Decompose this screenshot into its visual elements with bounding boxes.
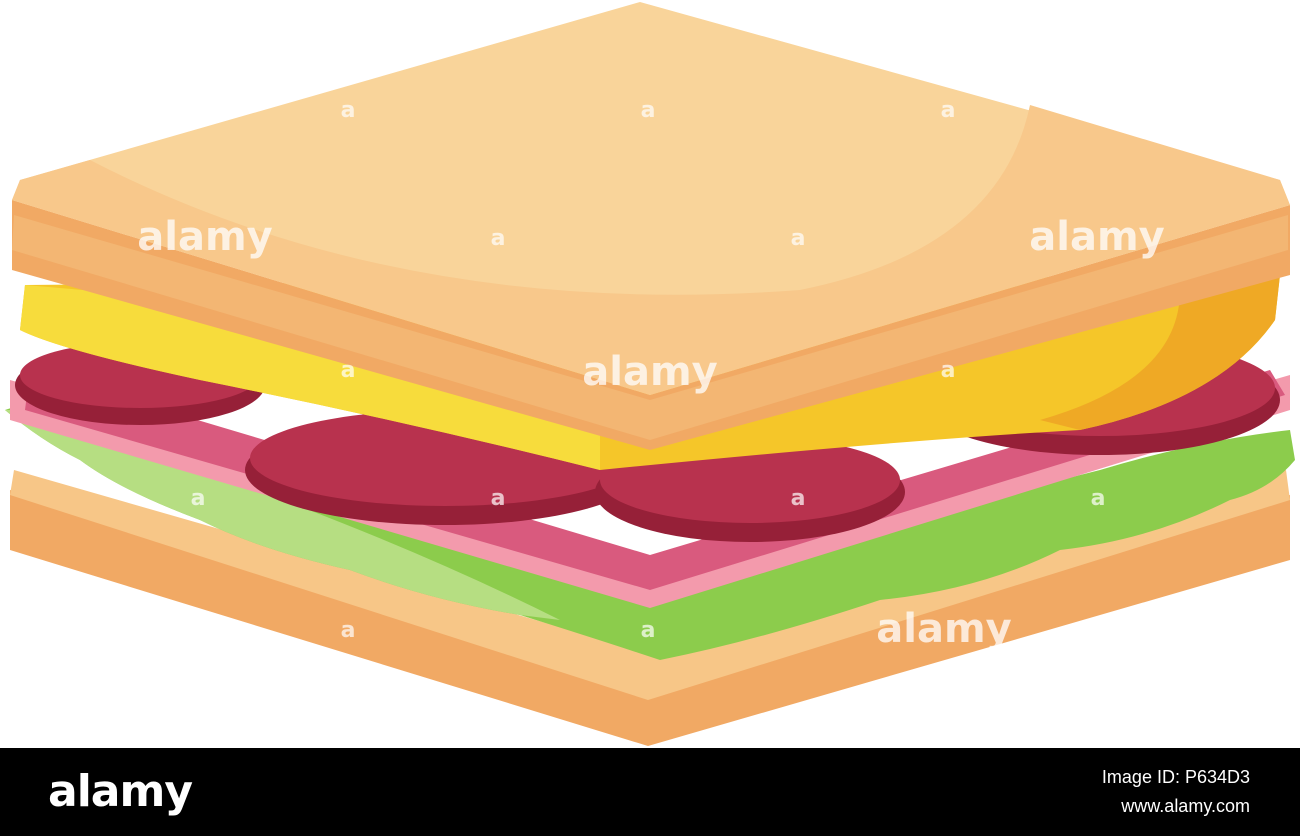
watermark-mark: a — [191, 486, 206, 511]
watermark-mark: a — [341, 98, 356, 123]
footer-bar — [0, 748, 1300, 836]
cheese-light — [20, 285, 600, 470]
image-id: Image ID: P634D3 — [1102, 767, 1250, 787]
cheese-shadow — [1040, 275, 1280, 430]
watermark-mark: a — [491, 226, 506, 251]
top-bread-shade — [12, 105, 1290, 395]
watermark-mark: a — [341, 358, 356, 383]
watermark: alamy — [137, 214, 272, 260]
footer-url: www.alamy.com — [1120, 796, 1250, 816]
watermark: alamy — [876, 606, 1011, 652]
watermark: alamy — [582, 349, 717, 395]
watermark-mark: a — [641, 618, 656, 643]
watermark: alamy — [1029, 214, 1164, 260]
watermark-mark: a — [791, 486, 806, 511]
watermark-mark: a — [941, 98, 956, 123]
watermark-mark: a — [491, 486, 506, 511]
footer-logo: alamy — [48, 766, 192, 817]
watermark-mark: a — [941, 358, 956, 383]
watermark-mark: a — [791, 226, 806, 251]
watermark-mark: a — [341, 618, 356, 643]
lettuce-light — [5, 410, 560, 620]
watermark-mark: a — [641, 98, 656, 123]
watermark-mark: a — [1091, 486, 1106, 511]
